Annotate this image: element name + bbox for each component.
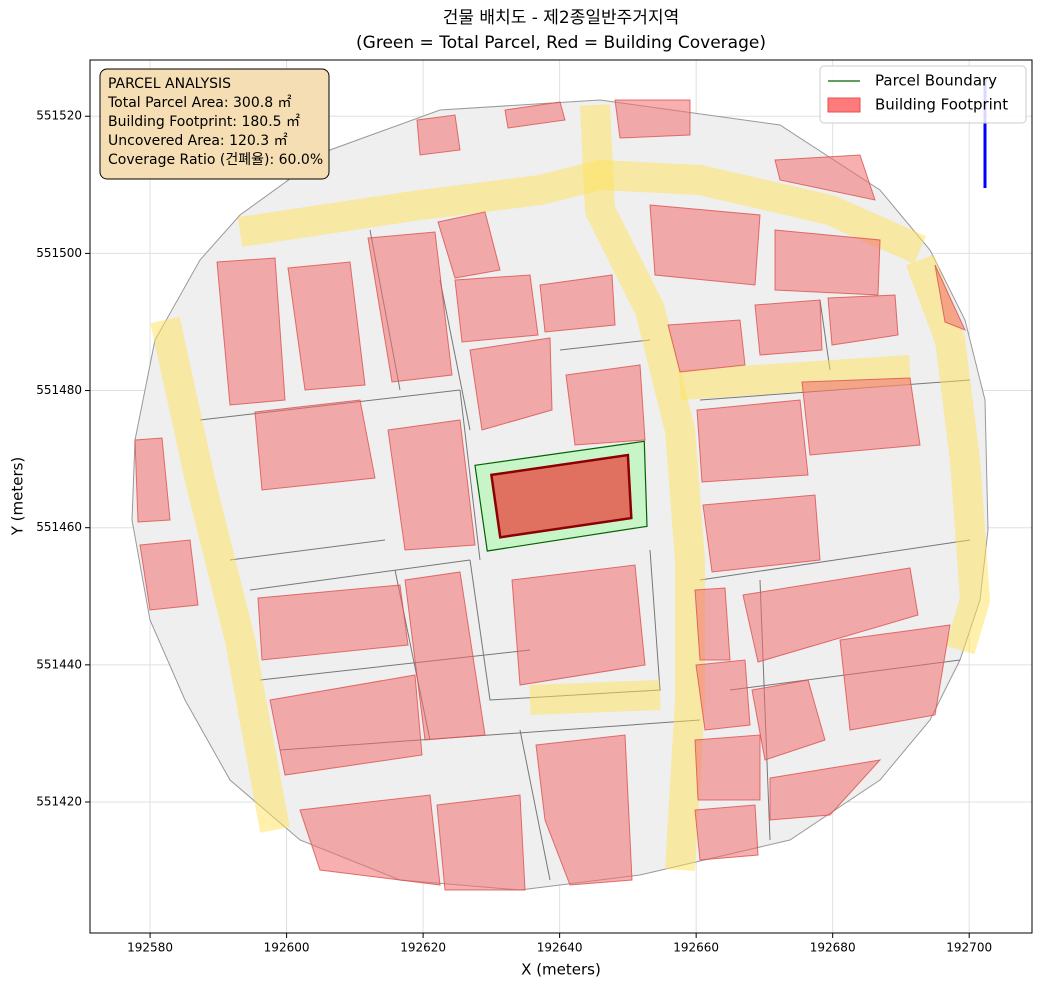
legend-label: Parcel Boundary	[875, 72, 997, 90]
plot-frame	[89, 59, 1033, 934]
x-tick-label: 192680	[810, 941, 856, 955]
legend-swatch	[827, 97, 861, 113]
y-tick-label: 551460	[36, 520, 82, 534]
x-tick-label: 192620	[400, 941, 446, 955]
x-tick-label: 192600	[264, 941, 310, 955]
annotation-line: Total Parcel Area: 300.8 ㎡	[107, 95, 292, 111]
y-tick-label: 551520	[36, 109, 82, 123]
buildings	[134, 99, 966, 891]
x-tick-label: 192700	[946, 941, 992, 955]
annotation-line: PARCEL ANALYSIS	[108, 76, 231, 92]
annotation-line: Uncovered Area: 120.3 ㎡	[108, 133, 288, 149]
x-axis-label: X (meters)	[521, 961, 601, 979]
y-tick-label: 551500	[36, 246, 82, 260]
chart-title: 건물 배치도 - 제2종일반주거지역	[443, 8, 679, 28]
annotation-line: Building Footprint: 180.5 ㎡	[108, 114, 300, 130]
legend-background	[819, 65, 1027, 124]
x-tick-label: 192660	[673, 941, 719, 955]
legend-label: Building Footprint	[875, 96, 1008, 114]
data	[474, 440, 648, 552]
legend[interactable]: Parcel Boundary Building Footprint	[819, 65, 1027, 124]
annotation-line: Coverage Ratio (건폐율): 60.0%	[108, 152, 323, 168]
roads	[150, 104, 990, 871]
x-tick-label: 192580	[127, 941, 173, 955]
annotation-box: PARCEL ANALYSIS Total Parcel Area: 300.8 …	[99, 68, 330, 180]
annotation-background	[99, 68, 330, 180]
y-tick-label: 551480	[36, 383, 82, 397]
y-axis-label: Y (meters)	[9, 457, 27, 537]
y-tick-label: 551420	[36, 795, 82, 809]
building-polygon	[489, 453, 633, 539]
y-tick-label: 551440	[36, 657, 82, 671]
chart-subtitle: (Green = Total Parcel, Red = Building Co…	[356, 33, 766, 53]
x-tick-label: 192640	[537, 941, 583, 955]
